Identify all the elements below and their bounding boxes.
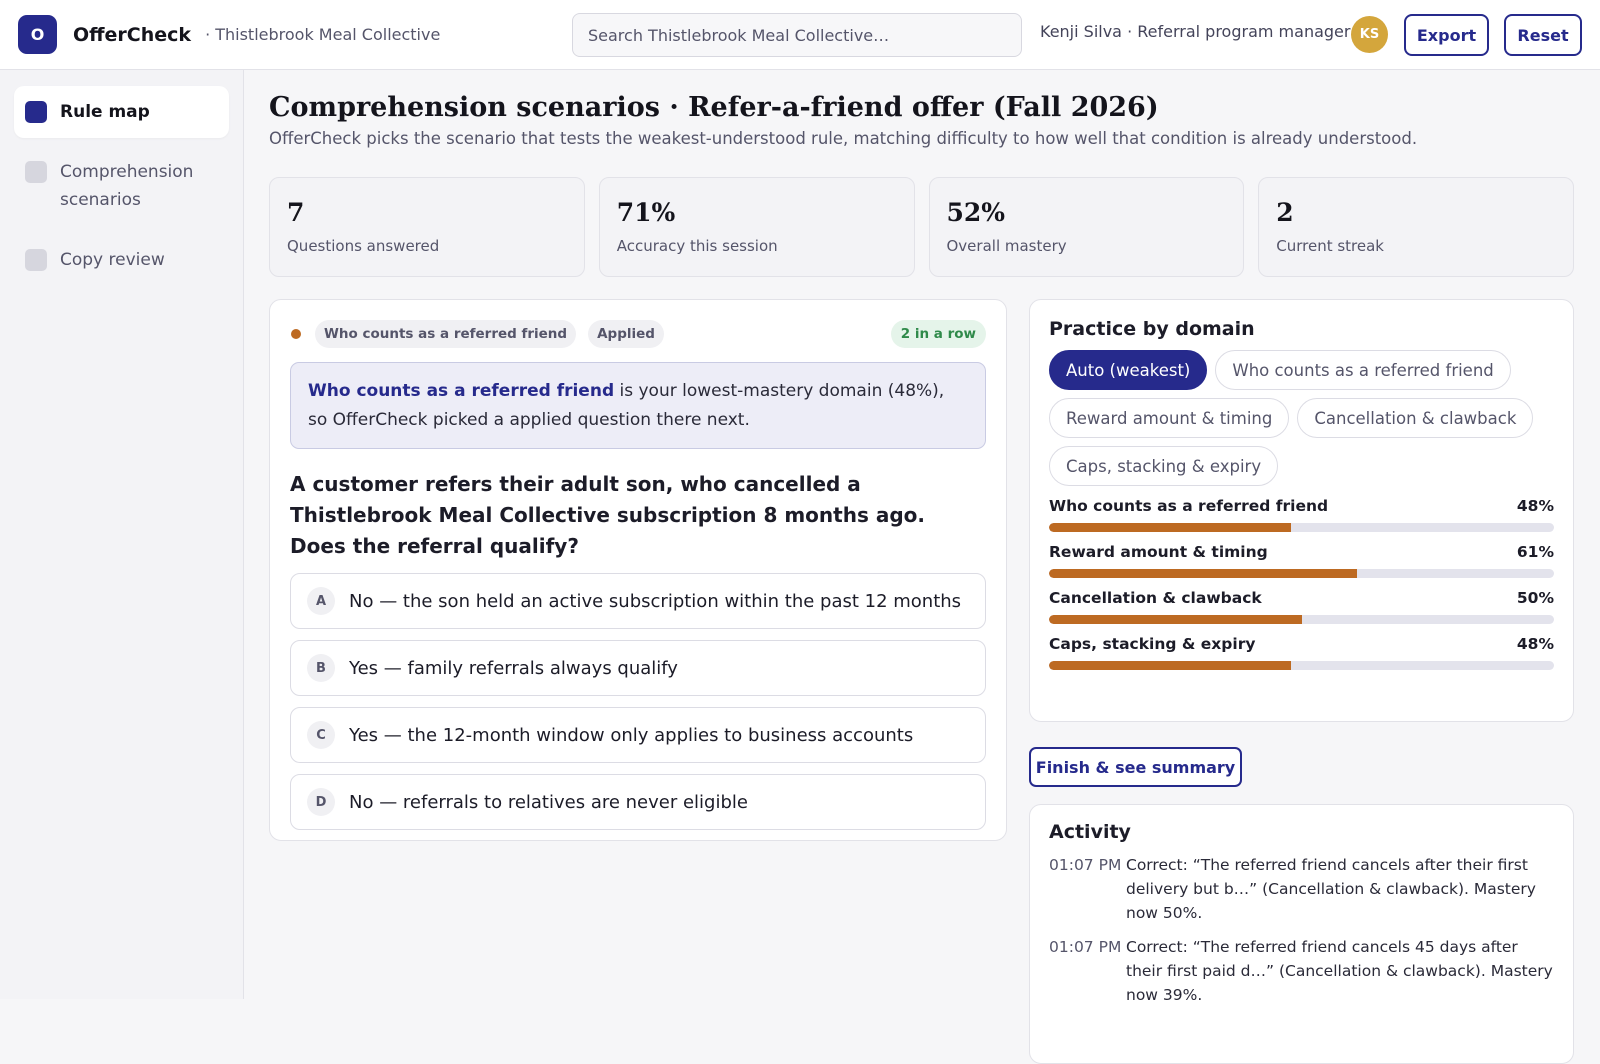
sidebar-item-comprehension-scenarios[interactable]: Comprehension scenarios	[14, 146, 229, 226]
sidebar-item-label: Comprehension scenarios	[60, 162, 194, 210]
stat-value: 71%	[616, 198, 676, 227]
option-text: Yes — the 12-month window only applies t…	[349, 724, 914, 746]
activity-item: 01:07 PM Correct: “The referred friend c…	[1049, 935, 1554, 1007]
search-input[interactable]: Search Thistlebrook Meal Collective…	[572, 13, 1022, 57]
page-subtitle: OfferCheck picks the scenario that tests…	[269, 129, 1418, 148]
stat-overall-mastery: 52% Overall mastery	[928, 177, 1245, 277]
practice-card: Practice by domain Auto (weakest) Who co…	[1029, 299, 1574, 722]
sidebar: Rule map Comprehension scenarios Copy re…	[0, 70, 244, 999]
domain-name: Reward amount & timing	[1049, 543, 1268, 561]
domain-percent: 61%	[1516, 543, 1554, 561]
top-bar: O OfferCheck · Thistlebrook Meal Collect…	[0, 0, 1600, 70]
page-title: Comprehension scenarios · Refer-a-friend…	[269, 92, 1159, 123]
question-text: A customer refers their adult son, who c…	[290, 472, 925, 558]
option-letter: C	[307, 721, 335, 749]
progress-fill	[1049, 523, 1292, 532]
progress-fill	[1049, 661, 1292, 670]
progress-fill	[1049, 615, 1302, 624]
status-dot-icon	[291, 329, 301, 339]
option-text: Yes — family referrals always qualify	[349, 657, 678, 679]
reason-text: is your lowest-mastery domain (48%), so …	[308, 381, 945, 430]
activity-text: Correct: “The referred friend cancels af…	[1126, 856, 1536, 922]
question-card: Who counts as a referred friend Applied …	[269, 299, 1007, 841]
chip-auto-weakest[interactable]: Auto (weakest)	[1049, 350, 1208, 390]
stat-value: 7	[287, 198, 305, 227]
progress-track	[1049, 615, 1554, 624]
answer-option-c[interactable]: C Yes — the 12-month window only applies…	[290, 707, 986, 763]
org-name: · Thistlebrook Meal Collective	[205, 25, 441, 44]
selection-reason: Who counts as a referred friend is your …	[290, 362, 986, 449]
mastery-row: Cancellation & clawback 50%	[1049, 589, 1554, 624]
stat-accuracy: 71% Accuracy this session	[598, 177, 915, 277]
stat-current-streak: 2 Current streak	[1258, 177, 1574, 277]
progress-track	[1049, 523, 1554, 532]
mastery-bars: Who counts as a referred friend 48% Rewar…	[1049, 497, 1554, 670]
stat-label: Questions answered	[287, 237, 440, 255]
practice-title: Practice by domain	[1049, 318, 1255, 340]
activity-time: 01:07 PM	[1049, 856, 1122, 874]
mastery-row: Who counts as a referred friend 48%	[1049, 497, 1554, 532]
activity-text: Correct: “The referred friend cancels 45…	[1126, 938, 1553, 1004]
domain-percent: 50%	[1516, 589, 1554, 607]
chip-referred-friend[interactable]: Who counts as a referred friend	[1215, 350, 1511, 390]
progress-track	[1049, 569, 1554, 578]
domain-percent: 48%	[1516, 635, 1554, 653]
activity-card: Activity 01:07 PM Correct: “The referred…	[1029, 804, 1574, 1064]
stats-row: 7 Questions answered 71% Accuracy this s…	[269, 177, 1574, 277]
rule-map-icon	[25, 101, 47, 123]
stat-questions-answered: 7 Questions answered	[269, 177, 585, 277]
mastery-row: Caps, stacking & expiry 48%	[1049, 635, 1554, 670]
progress-fill	[1049, 569, 1358, 578]
option-letter: D	[307, 788, 335, 816]
answer-option-d[interactable]: D No — referrals to relatives are never …	[290, 774, 986, 830]
sidebar-item-label: Rule map	[60, 102, 150, 122]
sidebar-item-label: Copy review	[60, 250, 165, 270]
progress-track	[1049, 661, 1554, 670]
sidebar-item-rule-map[interactable]: Rule map	[14, 86, 229, 138]
option-text: No — the son held an active subscription…	[349, 590, 962, 612]
mastery-row: Reward amount & timing 61%	[1049, 543, 1554, 578]
scenarios-icon	[25, 161, 47, 183]
stat-value: 2	[1276, 198, 1294, 227]
stat-label: Accuracy this session	[616, 237, 778, 255]
domain-name: Who counts as a referred friend	[1049, 497, 1329, 515]
user-label: Kenji Silva · Referral program manager	[1040, 22, 1351, 41]
copy-review-icon	[25, 249, 47, 271]
export-button[interactable]: Export	[1404, 14, 1489, 56]
streak-badge: 2 in a row	[890, 320, 986, 348]
finish-summary-button[interactable]: Finish & see summary	[1029, 747, 1242, 787]
chip-cancellation-clawback[interactable]: Cancellation & clawback	[1297, 398, 1534, 438]
app-logo[interactable]: O	[18, 15, 57, 54]
activity-item: 01:07 PM Correct: “The referred friend c…	[1049, 853, 1554, 925]
option-text: No — referrals to relatives are never el…	[349, 791, 748, 813]
level-tag: Applied	[588, 320, 664, 348]
domain-percent: 48%	[1516, 497, 1554, 515]
domain-name: Caps, stacking & expiry	[1049, 635, 1256, 653]
main-content: Comprehension scenarios · Refer-a-friend…	[269, 70, 1574, 1064]
domain-tag: Who counts as a referred friend	[315, 320, 577, 348]
activity-title: Activity	[1049, 821, 1131, 843]
activity-time: 01:07 PM	[1049, 938, 1122, 956]
option-letter: A	[307, 587, 335, 615]
reset-button[interactable]: Reset	[1504, 14, 1582, 56]
chip-caps-stacking-expiry[interactable]: Caps, stacking & expiry	[1049, 446, 1279, 486]
domain-chips: Auto (weakest) Who counts as a referred …	[1049, 350, 1554, 486]
sidebar-item-copy-review[interactable]: Copy review	[14, 234, 229, 286]
question-meta: Who counts as a referred friend Applied …	[290, 320, 986, 348]
avatar[interactable]: KS	[1351, 16, 1388, 53]
stat-value: 52%	[946, 198, 1006, 227]
stat-label: Overall mastery	[946, 237, 1067, 255]
answer-option-b[interactable]: B Yes — family referrals always qualify	[290, 640, 986, 696]
app-name: OfferCheck	[73, 23, 192, 46]
chip-reward-timing[interactable]: Reward amount & timing	[1049, 398, 1290, 438]
option-letter: B	[307, 654, 335, 682]
answer-option-a[interactable]: A No — the son held an active subscripti…	[290, 573, 986, 629]
stat-label: Current streak	[1276, 237, 1384, 255]
reason-domain: Who counts as a referred friend	[308, 381, 615, 401]
domain-name: Cancellation & clawback	[1049, 589, 1262, 607]
